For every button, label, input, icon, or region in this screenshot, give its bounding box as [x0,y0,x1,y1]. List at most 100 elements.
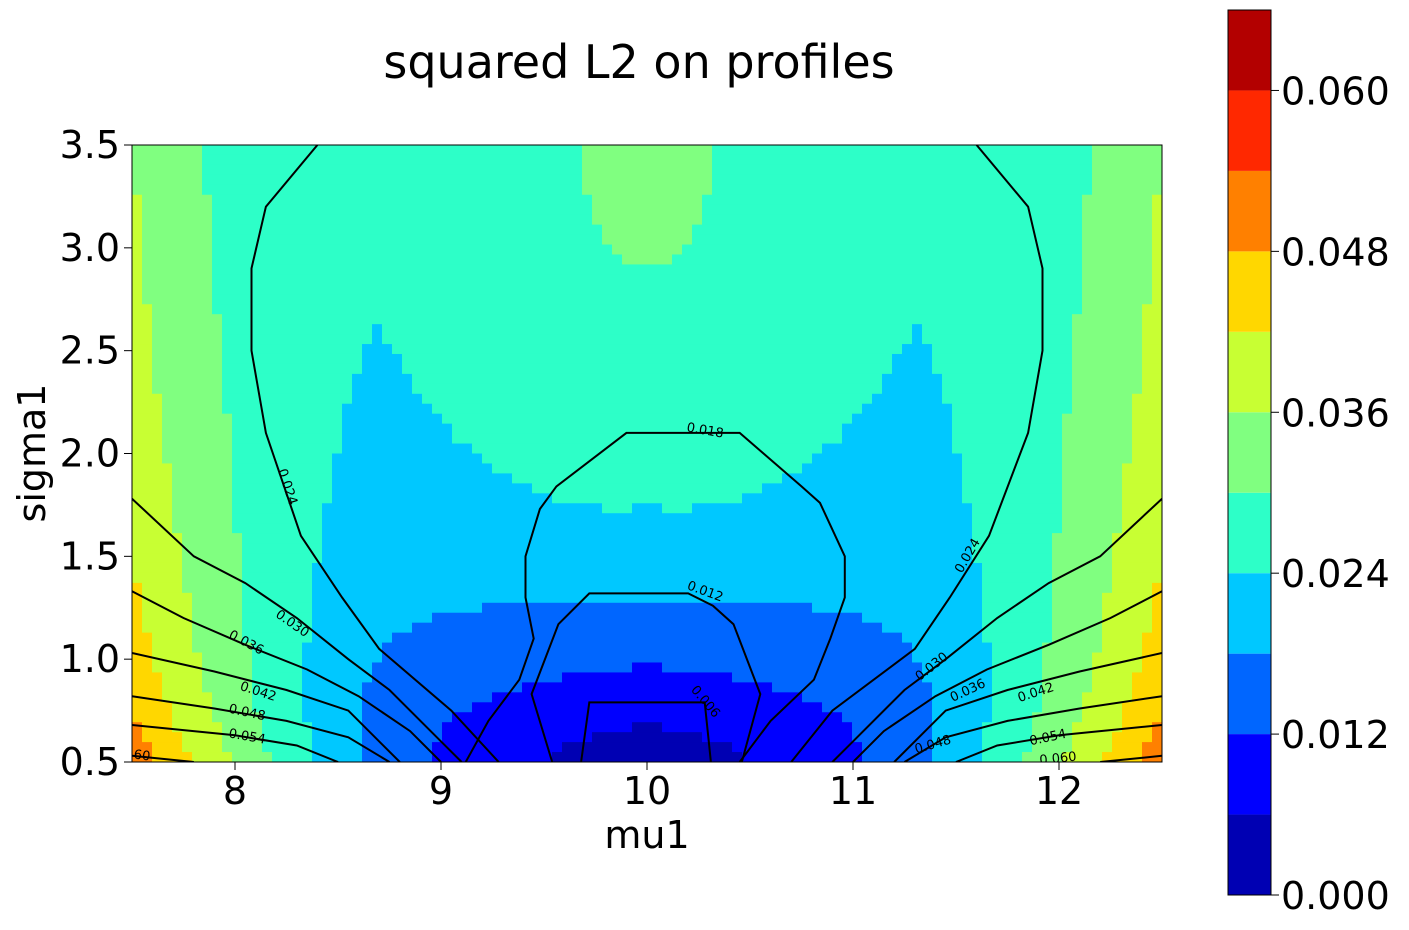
contour-band-cell [802,393,813,405]
contour-band-cell [562,194,573,206]
contour-band-cell [892,363,903,375]
contour-band-cell [372,344,383,355]
contour-band-cell [472,383,483,395]
contour-band-cell [892,224,903,236]
contour-band-cell [582,413,593,425]
contour-band-cell [252,443,263,455]
contour-band-cell [562,732,573,743]
contour-band-cell [702,284,713,295]
contour-band-cell [912,602,923,614]
contour-band-cell [672,642,683,654]
contour-band-cell [682,294,693,305]
contour-band-cell [552,722,563,733]
contour-band-cell [462,652,473,664]
contour-band-cell [692,214,703,226]
contour-band-cell [902,224,913,236]
contour-band-cell [692,572,703,584]
contour-band-cell [302,403,313,415]
contour-band-cell [852,324,863,335]
contour-band-cell [672,314,683,325]
contour-band-cell [762,214,773,226]
contour-band-cell [382,642,393,654]
contour-band-cell [282,622,293,634]
contour-band-cell [692,662,703,674]
contour-band-cell [842,582,853,594]
contour-band-cell [762,752,773,762]
contour-band-cell [452,373,463,385]
contour-band-cell [392,393,403,405]
contour-band-cell [622,224,633,236]
contour-band-cell [432,463,443,475]
contour-band-cell [212,702,223,713]
contour-band-cell [772,433,783,445]
contour-band-cell [492,652,503,664]
contour-band-cell [292,712,303,723]
contour-band-cell [902,722,913,733]
contour-band-cell [762,483,773,494]
contour-band-cell [432,373,443,385]
contour-band-cell [362,383,373,395]
contour-band-cell [582,642,593,654]
contour-band-cell [182,692,193,703]
contour-band-cell [652,373,663,385]
contour-band-cell [872,433,883,445]
contour-band-cell [792,403,803,415]
contour-band-cell [172,363,183,375]
contour-band-cell [692,632,703,644]
contour-band-cell [792,503,803,514]
contour-band-cell [542,553,553,564]
contour-band-cell [392,493,403,504]
contour-band-cell [832,234,843,246]
contour-band-cell [232,194,243,206]
contour-band-cell [662,214,673,226]
contour-band-cell [882,642,893,654]
contour-band-cell [852,284,863,295]
contour-band-cell [352,433,363,445]
contour-band-cell [332,423,343,435]
contour-band-cell [852,562,863,574]
contour-band-cell [572,513,583,524]
contour-band-cell [792,224,803,236]
contour-band-cell [802,572,813,584]
contour-band-cell [502,154,513,166]
contour-band-cell [212,194,223,206]
contour-band-cell [782,413,793,425]
contour-band-cell [622,553,633,564]
contour-band-cell [242,344,253,355]
contour-band-cell [862,503,873,514]
contour-band-cell [512,373,523,385]
contour-band-cell [652,592,663,604]
contour-band-cell [162,344,173,355]
contour-band-cell [652,383,663,395]
contour-band-cell [562,642,573,654]
contour-band-cell [262,154,273,166]
contour-band-cell [382,334,393,345]
contour-band-cell [302,533,313,544]
contour-band-cell [702,702,713,713]
contour-band-cell [772,582,783,594]
contour-band-cell [182,274,193,285]
contour-band-cell [592,612,603,624]
contour-band-cell [872,204,883,216]
contour-band-cell [682,742,693,753]
contour-band-cell [332,562,343,574]
contour-band-cell [902,672,913,683]
contour-band-cell [492,722,503,733]
contour-band-cell [292,463,303,475]
contour-band-cell [462,533,473,544]
contour-band-cell [512,493,523,504]
contour-band-cell [222,194,233,206]
contour-band-cell [212,264,223,275]
contour-band-cell [922,423,933,435]
contour-band-cell [752,712,763,723]
contour-band-cell [832,662,843,674]
contour-band-cell [232,383,243,395]
contour-band-cell [382,344,393,355]
contour-band-cell [602,344,613,355]
contour-band-cell [772,403,783,415]
contour-band-cell [162,493,173,504]
contour-band-cell [222,324,233,335]
contour-band-cell [712,353,723,365]
contour-band-cell [502,194,513,206]
contour-band-cell [142,324,153,335]
